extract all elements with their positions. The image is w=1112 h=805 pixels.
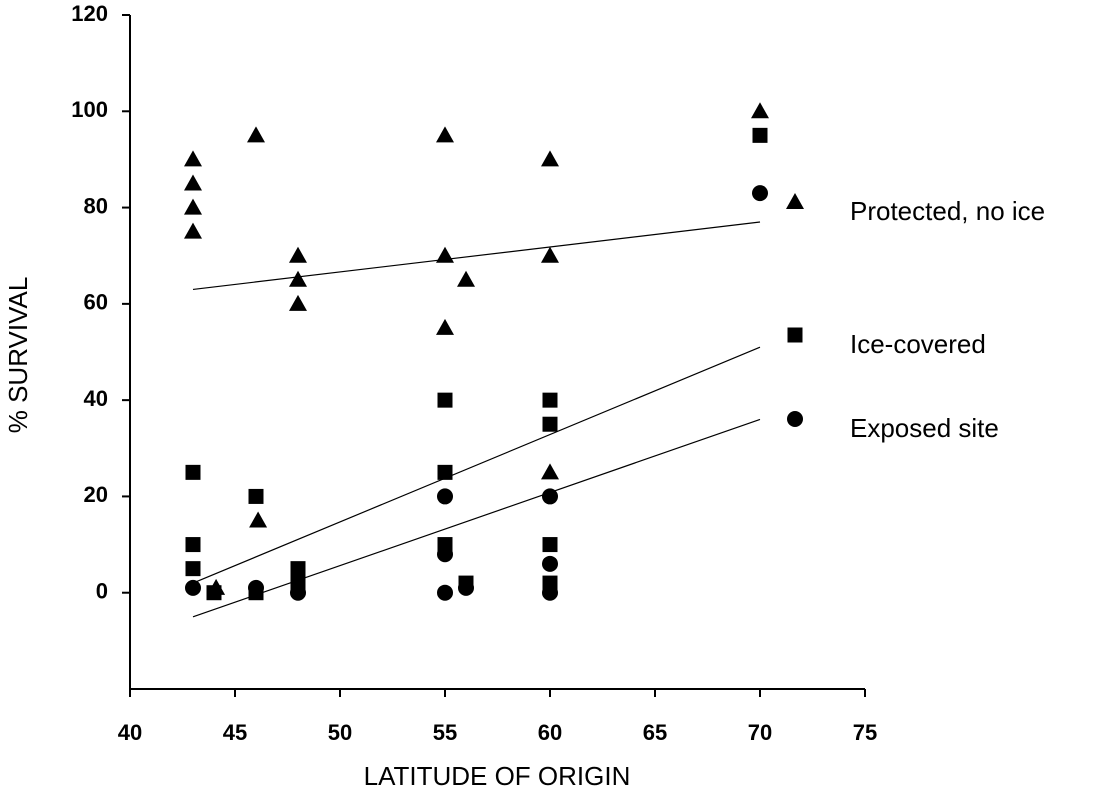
point xyxy=(436,246,454,263)
point xyxy=(436,318,454,335)
trend-line xyxy=(192,418,761,618)
x-tick-label: 45 xyxy=(223,720,247,745)
point xyxy=(542,584,558,601)
y-tick-label: 40 xyxy=(84,386,108,411)
trend-line xyxy=(192,346,761,584)
point xyxy=(185,579,201,596)
point xyxy=(289,246,307,263)
y-tick-label: 60 xyxy=(84,290,108,315)
point xyxy=(248,579,264,596)
point xyxy=(184,150,202,167)
x-tick-label: 65 xyxy=(643,720,667,745)
x-tick-label: 50 xyxy=(328,720,352,745)
legend-label: Exposed site xyxy=(850,413,999,443)
point xyxy=(437,392,453,408)
point xyxy=(185,464,201,480)
point xyxy=(542,537,558,553)
point xyxy=(249,511,268,528)
point xyxy=(458,579,474,596)
point xyxy=(185,537,201,553)
x-tick-label: 40 xyxy=(118,720,142,745)
point xyxy=(289,270,307,287)
point xyxy=(542,392,558,408)
legend-marker xyxy=(786,193,804,209)
x-tick-label: 70 xyxy=(748,720,772,745)
point xyxy=(290,561,306,577)
legend-label: Protected, no ice xyxy=(850,196,1045,226)
point xyxy=(437,546,453,563)
y-tick-label: 100 xyxy=(71,97,108,122)
point xyxy=(289,294,307,311)
point xyxy=(206,585,222,601)
point xyxy=(752,127,768,143)
y-tick-label: 80 xyxy=(84,193,108,218)
point xyxy=(541,246,559,263)
x-tick-label: 60 xyxy=(538,720,562,745)
point xyxy=(542,416,558,432)
x-tick-label: 55 xyxy=(433,720,457,745)
point xyxy=(542,488,558,505)
point xyxy=(436,126,454,143)
point xyxy=(184,174,202,191)
y-axis-label: % SURVIVAL xyxy=(3,277,33,434)
point xyxy=(184,198,202,215)
x-tick-label: 75 xyxy=(853,720,877,745)
point xyxy=(457,270,475,287)
point xyxy=(248,488,264,504)
y-tick-label: 0 xyxy=(96,579,108,604)
point xyxy=(247,126,265,143)
point xyxy=(437,464,453,480)
y-tick-label: 120 xyxy=(71,1,108,26)
point xyxy=(290,584,306,601)
trend-line xyxy=(192,221,761,291)
point xyxy=(541,150,559,167)
point xyxy=(751,102,769,119)
point xyxy=(437,488,453,505)
point xyxy=(542,555,558,572)
point xyxy=(185,561,201,577)
point xyxy=(752,185,768,202)
point xyxy=(184,222,202,239)
x-axis-label: LATITUDE OF ORIGIN xyxy=(364,761,631,791)
y-tick-label: 20 xyxy=(84,482,108,507)
point xyxy=(437,584,453,601)
legend-marker xyxy=(787,327,803,343)
point xyxy=(541,463,559,480)
legend-label: Ice-covered xyxy=(850,329,986,359)
legend-marker xyxy=(787,411,803,427)
